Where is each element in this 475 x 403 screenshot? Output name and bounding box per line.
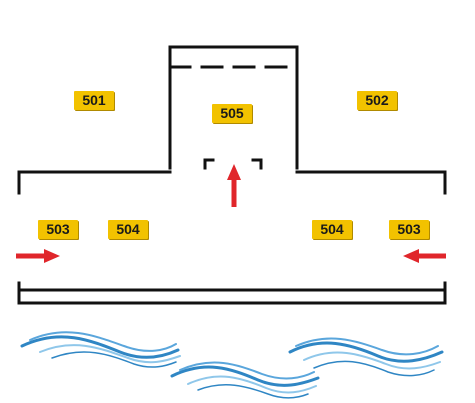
room-label-504-left: 504 xyxy=(108,220,148,239)
corridor-top-wall-right xyxy=(295,170,447,195)
room-505-outline xyxy=(168,45,299,170)
room-label-503-left: 503 xyxy=(38,220,78,239)
room-label-501: 501 xyxy=(74,91,114,110)
corridor-top-wall-left xyxy=(17,170,172,195)
door-stub-left xyxy=(203,158,215,170)
room-label-503-right: 503 xyxy=(389,220,429,239)
water-waves-icon xyxy=(20,331,444,399)
corridor-bottom-outer-wall xyxy=(17,281,447,305)
arrow-right-icon xyxy=(16,249,60,263)
room-label-504-right: 504 xyxy=(312,220,352,239)
arrow-up-icon xyxy=(227,164,241,207)
room-label-502: 502 xyxy=(357,91,397,110)
room-label-505: 505 xyxy=(212,104,252,123)
door-stub-right xyxy=(251,158,263,170)
arrow-left-icon xyxy=(403,249,446,263)
